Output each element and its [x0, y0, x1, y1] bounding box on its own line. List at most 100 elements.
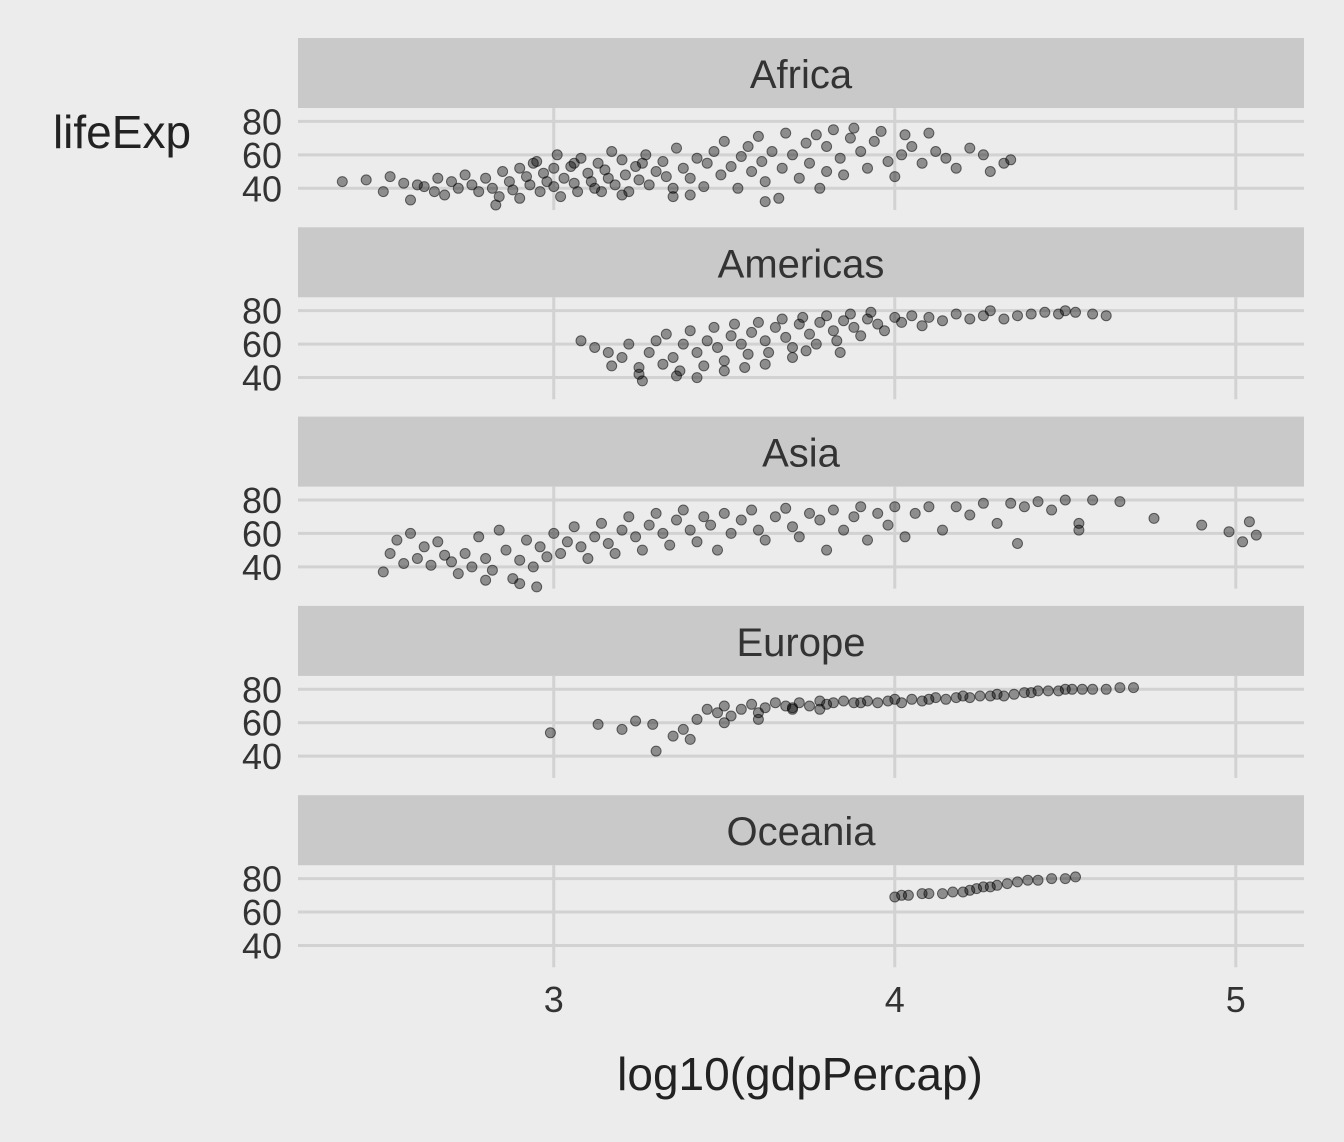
data-point-europe: [1053, 685, 1064, 697]
facet-strip-americas: [298, 227, 1304, 298]
data-point-americas: [636, 375, 648, 387]
data-point-africa: [524, 179, 536, 191]
data-point-africa: [459, 169, 471, 181]
data-point-europe: [1066, 683, 1078, 695]
data-point-asia: [1196, 519, 1208, 531]
data-point-africa: [384, 171, 396, 183]
y-tick-label: 60: [242, 703, 282, 744]
data-point-asia: [855, 501, 867, 513]
data-point-africa: [810, 129, 822, 141]
data-point-europe: [544, 727, 556, 739]
data-point-africa: [875, 125, 887, 137]
data-point-africa: [452, 182, 464, 194]
data-point-europe: [616, 723, 628, 735]
y-tick-label: 80: [242, 101, 282, 142]
data-point-africa: [964, 142, 976, 154]
data-point-asia: [432, 536, 444, 548]
data-point-asia: [486, 564, 498, 576]
data-point-americas: [763, 347, 775, 358]
data-point-africa: [718, 135, 730, 147]
data-point-europe: [1087, 683, 1099, 695]
data-point-africa: [977, 149, 989, 161]
data-point-asia: [1005, 497, 1017, 509]
data-point-asia: [534, 541, 546, 553]
y-tick-label: 60: [242, 324, 282, 365]
data-point-africa: [630, 161, 642, 172]
data-point-asia: [705, 519, 717, 531]
data-point-africa: [596, 186, 607, 198]
data-point-asia: [425, 559, 437, 571]
data-point-asia: [405, 527, 416, 539]
data-point-africa: [592, 157, 604, 169]
data-point-africa: [1005, 154, 1017, 166]
data-point-americas: [575, 335, 587, 347]
data-point-africa: [633, 174, 645, 186]
data-point-asia: [1114, 496, 1126, 508]
data-point-africa: [732, 182, 744, 194]
data-point-asia: [872, 507, 884, 519]
data-point-africa: [616, 189, 628, 201]
data-point-asia: [1148, 512, 1160, 524]
data-point-europe: [1025, 687, 1037, 699]
data-point-americas: [838, 315, 850, 327]
data-point-americas: [735, 338, 747, 350]
data-point-asia: [838, 524, 850, 536]
data-point-europe: [814, 695, 826, 707]
data-point-asia: [561, 536, 573, 548]
data-point-africa: [848, 122, 860, 134]
data-point-europe: [984, 690, 996, 702]
data-point-oceania: [947, 886, 959, 898]
data-point-africa: [623, 186, 635, 198]
data-point-europe: [1076, 683, 1088, 695]
data-point-africa: [821, 166, 833, 177]
data-point-africa: [490, 199, 502, 211]
data-point-europe: [916, 695, 928, 707]
data-point-africa: [606, 146, 618, 157]
data-point-oceania: [1012, 876, 1023, 888]
data-point-asia: [596, 517, 607, 529]
y-tick-label: 40: [242, 358, 282, 399]
data-point-europe: [804, 700, 815, 712]
data-point-asia: [793, 531, 805, 543]
data-point-europe: [691, 713, 703, 725]
data-point-asia: [759, 534, 771, 546]
data-point-africa: [684, 172, 696, 184]
y-tick-label: 40: [242, 925, 282, 966]
data-point-americas: [896, 316, 908, 328]
data-point-asia: [937, 524, 948, 536]
data-point-asia: [575, 541, 587, 553]
data-point-americas: [739, 362, 751, 373]
data-point-oceania: [991, 879, 1003, 891]
data-point-americas: [718, 365, 730, 377]
data-point-americas: [701, 335, 713, 347]
data-point-americas: [759, 358, 771, 370]
data-point-asia: [602, 538, 614, 549]
data-point-americas: [602, 347, 614, 358]
data-point-oceania: [1070, 871, 1081, 883]
data-point-africa: [572, 186, 584, 198]
data-point-americas: [677, 338, 689, 350]
data-point-europe: [718, 700, 730, 712]
data-point-africa: [548, 162, 560, 174]
data-point-americas: [834, 347, 846, 358]
data-point-asia: [466, 561, 478, 573]
data-point-asia: [548, 527, 560, 539]
data-point-asia: [889, 501, 901, 513]
y-tick-label: 60: [242, 135, 282, 176]
data-point-europe: [701, 703, 713, 715]
data-point-americas: [657, 358, 669, 370]
data-point-africa: [568, 157, 580, 169]
data-point-asia: [752, 524, 764, 536]
data-point-africa: [752, 130, 764, 142]
data-point-africa: [377, 186, 389, 198]
data-point-americas: [797, 311, 809, 323]
data-point-asia: [411, 553, 423, 564]
data-point-asia: [814, 514, 826, 526]
data-point-asia: [527, 561, 539, 573]
data-point-europe: [862, 695, 873, 707]
y-tick-label: 80: [242, 859, 282, 900]
data-point-europe: [1128, 682, 1139, 694]
data-point-africa: [466, 179, 478, 191]
data-point-africa: [480, 172, 492, 184]
data-point-europe: [780, 700, 792, 712]
